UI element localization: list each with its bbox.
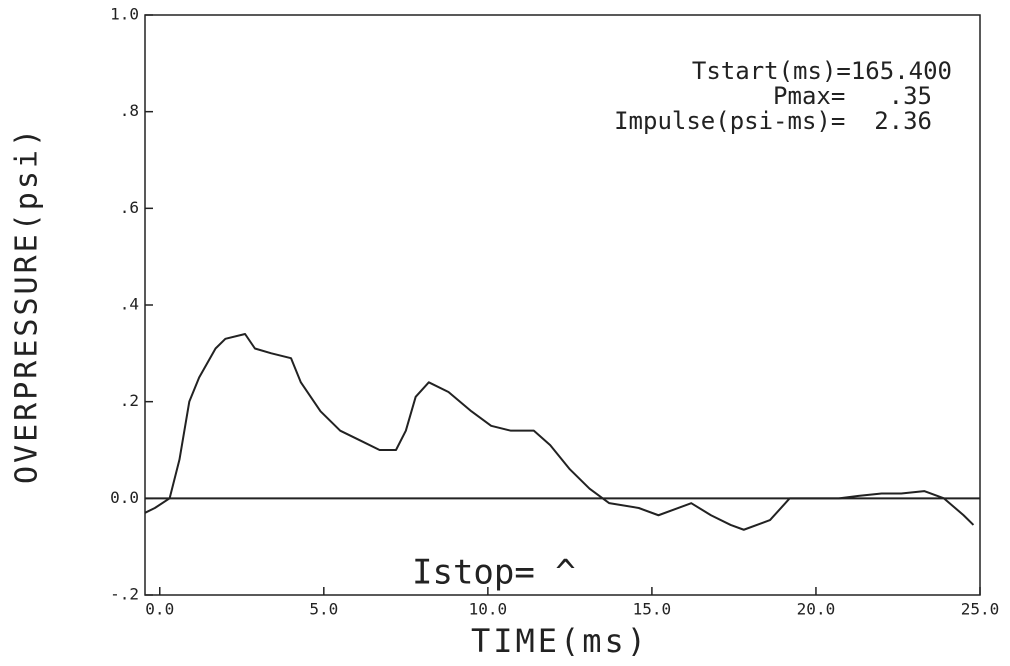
y-tick-label: .4 <box>120 295 139 314</box>
x-tick-label: 25.0 <box>961 600 1000 619</box>
annotation: Pmax= .35 <box>773 82 932 110</box>
y-tick-label: 0.0 <box>110 488 139 507</box>
data-line <box>144 333 975 531</box>
annotation: Tstart(ms)=165.400 <box>692 57 952 85</box>
x-tick-label: 10.0 <box>469 600 508 619</box>
y-axis-label: OVERPRESSURE(psi) <box>10 126 45 484</box>
y-tick-label: .8 <box>120 101 139 120</box>
annotation: Impulse(psi-ms)= 2.36 <box>614 107 932 135</box>
x-tick-label: 5.0 <box>309 600 338 619</box>
y-tick-label: 1.0 <box>110 5 139 24</box>
y-tick-label: .2 <box>120 391 139 410</box>
y-tick-label: -.2 <box>110 585 139 604</box>
x-tick-label: 0.0 <box>145 600 174 619</box>
annotation: Istop= ^ <box>412 553 576 593</box>
y-tick-label: .6 <box>120 198 139 217</box>
x-tick-label: 20.0 <box>797 600 836 619</box>
x-tick-label: 15.0 <box>633 600 672 619</box>
x-axis-label: TIME(ms) <box>471 622 649 660</box>
